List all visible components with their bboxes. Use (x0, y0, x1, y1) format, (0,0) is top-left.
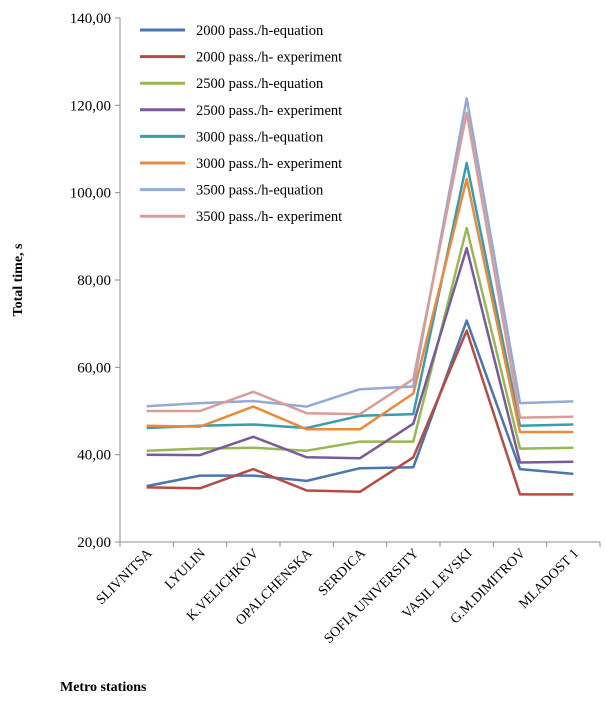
y-tick-label: 60,00 (77, 360, 111, 376)
series-line (146, 177, 574, 434)
legend-label: 3000 pass./h-equation (196, 129, 324, 145)
x-tick-label: SERDICA (316, 546, 370, 600)
legend-label: 2000 pass./h-equation (196, 23, 324, 39)
series-line (146, 97, 574, 408)
series-line (146, 329, 574, 496)
legend-label: 3000 pass./h- experiment (196, 156, 342, 172)
y-tick-label: 80,00 (77, 273, 111, 289)
x-axis-title: Metro stations (60, 680, 147, 695)
series-line (146, 246, 574, 464)
series-line (146, 319, 574, 488)
y-tick-label: 100,00 (70, 186, 111, 202)
y-tick-label: 140,00 (70, 11, 111, 27)
series-line (146, 161, 574, 430)
legend-label: 3500 pass./h- experiment (196, 209, 342, 225)
x-tick-label: SOFIA UNIVERSITY (322, 546, 423, 647)
legend-label: 3500 pass./h-equation (196, 183, 324, 199)
y-tick-label: 20,00 (77, 535, 111, 551)
x-tick-label: LYULIN (162, 546, 208, 592)
legend-label: 2000 pass./h- experiment (196, 50, 342, 66)
legend-label: 2500 pass./h-equation (196, 76, 324, 92)
x-tick-label: SLIVNITSA (94, 546, 156, 608)
series-line (146, 111, 574, 419)
y-tick-label: 40,00 (77, 448, 111, 464)
y-axis-title: Total time, s (11, 243, 26, 317)
legend-label: 2500 pass./h- experiment (196, 103, 342, 119)
y-tick-label: 120,00 (70, 98, 111, 114)
